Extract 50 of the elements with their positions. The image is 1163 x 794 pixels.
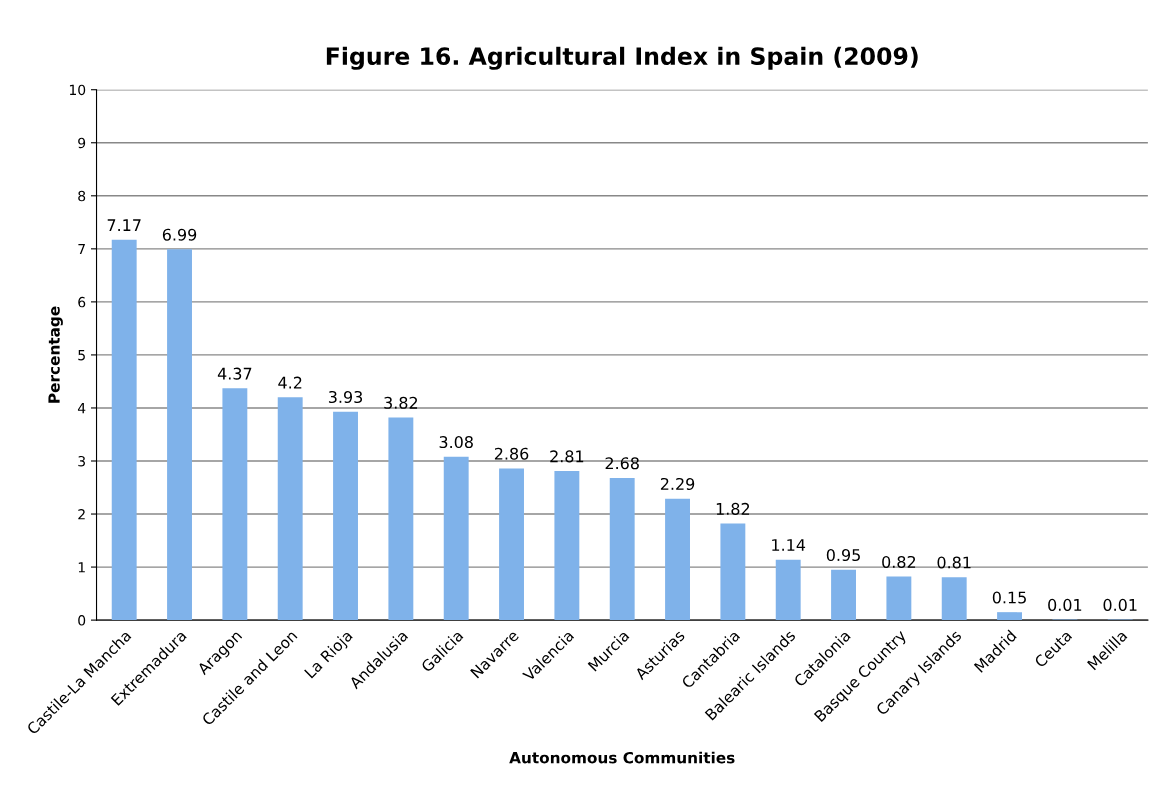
- y-tick-label: 9: [78, 137, 86, 149]
- y-axis-title: Percentage: [48, 306, 63, 403]
- data-label: 2.68: [605, 457, 639, 470]
- data-label: 2.29: [660, 477, 695, 490]
- data-label: 0.82: [882, 555, 916, 568]
- data-label: 1.14: [772, 539, 806, 551]
- data-label: 4.37: [217, 367, 252, 380]
- bar: [941, 577, 967, 621]
- data-label: 0.95: [826, 549, 860, 562]
- bar: [277, 397, 303, 621]
- bar: [886, 576, 912, 621]
- data-label: 7.17: [107, 219, 141, 231]
- bar: [720, 523, 746, 621]
- bar: [167, 249, 192, 621]
- data-label: 1.82: [716, 502, 750, 515]
- data-label: 3.93: [328, 390, 363, 404]
- y-tick-label: 2: [78, 509, 85, 520]
- data-label: 0.81: [937, 556, 971, 569]
- bar: [388, 417, 414, 621]
- data-label: 0.01: [1048, 598, 1082, 611]
- bar: [333, 411, 358, 621]
- y-tick-label: 8: [78, 190, 86, 202]
- data-label: 2.86: [494, 447, 529, 460]
- y-tick-label: 6: [78, 296, 86, 308]
- y-tick-label: 7: [78, 243, 85, 255]
- data-label: 6.99: [162, 228, 197, 241]
- y-tick-label: 5: [78, 350, 85, 361]
- bar: [609, 477, 635, 621]
- bar: [831, 569, 856, 621]
- bar: [775, 559, 801, 621]
- bar: [665, 498, 690, 621]
- bar: [554, 471, 580, 621]
- bar: [997, 612, 1022, 621]
- bar: [111, 239, 137, 621]
- y-tick-label: 0: [78, 615, 86, 626]
- y-tick-label: 3: [78, 455, 85, 467]
- y-tick-label: 4: [77, 403, 86, 414]
- data-label: 3.82: [384, 396, 418, 409]
- bar: [222, 388, 248, 621]
- data-label: 0.01: [1103, 598, 1137, 611]
- bar: [443, 456, 469, 621]
- y-tick-label: 10: [69, 84, 86, 96]
- data-label: 4.2: [278, 376, 302, 389]
- x-axis-title: Autonomous Communities: [509, 751, 735, 764]
- data-label: 2.81: [550, 450, 584, 463]
- data-label: 3.08: [439, 436, 473, 449]
- bar: [499, 468, 524, 621]
- data-label: 0.15: [992, 591, 1026, 604]
- chart-title: Figure 16. Agricultural Index in Spain (2009): [326, 46, 918, 70]
- y-tick-label: 1: [78, 562, 85, 573]
